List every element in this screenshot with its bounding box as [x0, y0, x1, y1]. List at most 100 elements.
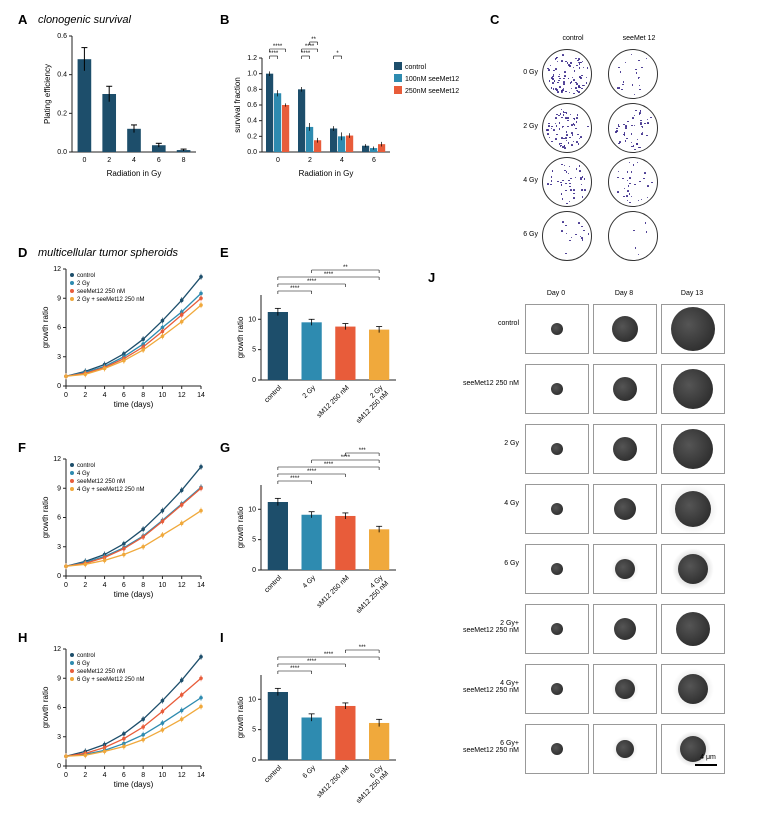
svg-text:Radiation in Gy: Radiation in Gy [299, 169, 354, 178]
svg-text:3: 3 [57, 354, 61, 361]
svg-text:5: 5 [252, 727, 256, 734]
svg-text:8: 8 [182, 157, 186, 164]
svg-text:8: 8 [141, 772, 145, 779]
svg-text:****: **** [273, 44, 283, 50]
panel-C-wells: controlseeMet 120 Gy2 Gy4 Gy6 Gy [510, 35, 730, 240]
svg-text:6 Gy + seeMet12 250 nM: 6 Gy + seeMet12 250 nM [77, 677, 145, 683]
svg-text:6: 6 [157, 157, 161, 164]
svg-text:6: 6 [122, 392, 126, 399]
svg-text:****: **** [290, 476, 300, 482]
svg-text:4 Gy: 4 Gy [77, 471, 90, 477]
svg-text:10: 10 [159, 772, 167, 779]
label-E: E [220, 245, 229, 260]
svg-text:Radiation in Gy: Radiation in Gy [107, 169, 162, 178]
svg-text:10: 10 [248, 316, 256, 323]
svg-text:0: 0 [57, 763, 61, 770]
label-C: C [490, 12, 499, 27]
svg-text:**: ** [343, 265, 348, 271]
svg-text:4: 4 [132, 157, 136, 164]
svg-text:control: control [405, 64, 426, 71]
label-D: D [18, 245, 27, 260]
svg-text:0: 0 [252, 377, 256, 384]
svg-text:0.0: 0.0 [57, 149, 67, 156]
svg-text:6 GysM12 250 nM: 6 GysM12 250 nM [350, 764, 391, 805]
panel-D-chart: 03691202468101214control2 GyseeMet12 250… [40, 265, 205, 410]
svg-text:seeMet12 250 nM: seeMet12 250 nM [77, 669, 125, 675]
panel-B-chart: 0.00.20.40.60.81.01.2********0**********… [230, 30, 470, 180]
panel-A-chart: 0.00.20.40.602468Plating efficiencyRadia… [40, 30, 200, 180]
svg-text:6: 6 [57, 325, 61, 332]
svg-text:9: 9 [57, 675, 61, 682]
svg-text:2: 2 [83, 392, 87, 399]
svg-text:0.0: 0.0 [247, 149, 257, 156]
svg-text:seeMet12 250 nM: seeMet12 250 nM [77, 479, 125, 485]
panel-J-grid: Day 0Day 8Day 13controlseeMet12 250 nM2 … [440, 290, 740, 810]
svg-text:8: 8 [141, 582, 145, 589]
svg-text:0.2: 0.2 [57, 110, 67, 117]
svg-text:time (days): time (days) [114, 590, 154, 599]
svg-text:control: control [263, 574, 283, 594]
svg-text:12: 12 [53, 456, 61, 463]
svg-text:9: 9 [57, 295, 61, 302]
svg-text:****: **** [307, 279, 317, 285]
svg-text:0: 0 [57, 383, 61, 390]
label-J: J [428, 270, 435, 285]
svg-text:control: control [77, 463, 95, 469]
svg-text:14: 14 [197, 582, 205, 589]
svg-text:4 Gy: 4 Gy [302, 574, 318, 590]
panel-H-chart: 03691202468101214control6 GyseeMet12 250… [40, 645, 205, 790]
svg-text:****: **** [290, 666, 300, 672]
svg-text:control: control [263, 764, 283, 784]
label-F: F [18, 440, 26, 455]
svg-text:2: 2 [83, 772, 87, 779]
figure-root: A clonogenic survival B C 0.00.20.40.602… [10, 10, 748, 814]
svg-text:1.2: 1.2 [247, 55, 257, 62]
svg-text:control: control [77, 273, 95, 279]
svg-text:****: **** [324, 272, 334, 278]
svg-text:0: 0 [82, 157, 86, 164]
svg-text:5: 5 [252, 347, 256, 354]
svg-text:survival fraction: survival fraction [233, 77, 242, 133]
svg-text:***: *** [359, 448, 367, 454]
svg-text:2: 2 [83, 582, 87, 589]
svg-text:6: 6 [122, 582, 126, 589]
svg-text:****: **** [307, 469, 317, 475]
svg-text:4: 4 [103, 772, 107, 779]
svg-text:12: 12 [178, 772, 186, 779]
svg-text:****: **** [307, 659, 317, 665]
svg-text:2: 2 [308, 157, 312, 164]
svg-text:250nM seeMet12: 250nM seeMet12 [405, 88, 459, 95]
svg-text:14: 14 [197, 392, 205, 399]
label-I: I [220, 630, 224, 645]
label-H: H [18, 630, 27, 645]
svg-text:****: **** [324, 652, 334, 658]
svg-text:****: **** [305, 44, 315, 50]
svg-text:growth ratio: growth ratio [236, 316, 245, 358]
svg-text:2 Gy + seeMet12 250 nM: 2 Gy + seeMet12 250 nM [77, 297, 145, 303]
svg-text:0: 0 [252, 757, 256, 764]
svg-text:6 Gy: 6 Gy [302, 764, 318, 780]
svg-text:3: 3 [57, 544, 61, 551]
svg-text:4 Gy + seeMet12 250 nM: 4 Gy + seeMet12 250 nM [77, 487, 145, 493]
svg-text:3: 3 [57, 734, 61, 741]
svg-text:12: 12 [178, 392, 186, 399]
svg-text:0.4: 0.4 [247, 118, 257, 125]
svg-text:2 Gy: 2 Gy [77, 281, 90, 287]
panel-F-chart: 03691202468101214control4 GyseeMet12 250… [40, 455, 205, 600]
svg-text:0: 0 [57, 573, 61, 580]
svg-text:6: 6 [372, 157, 376, 164]
svg-text:control: control [77, 653, 95, 659]
title-spheroids: multicellular tumor spheroids [38, 247, 178, 259]
svg-text:sM12 250 nM: sM12 250 nM [316, 764, 351, 799]
svg-text:1.0: 1.0 [247, 71, 257, 78]
panel-G-chart: 0510control4 GysM12 250 nM4 GysM12 250 n… [235, 455, 400, 630]
svg-text:growth ratio: growth ratio [41, 496, 50, 538]
svg-text:time (days): time (days) [114, 780, 154, 789]
svg-text:****: **** [269, 51, 279, 57]
svg-text:8: 8 [141, 392, 145, 399]
svg-text:**: ** [311, 37, 316, 43]
svg-text:6 Gy: 6 Gy [77, 661, 90, 667]
label-B: B [220, 12, 229, 27]
svg-text:6: 6 [57, 515, 61, 522]
svg-text:time (days): time (days) [114, 400, 154, 409]
